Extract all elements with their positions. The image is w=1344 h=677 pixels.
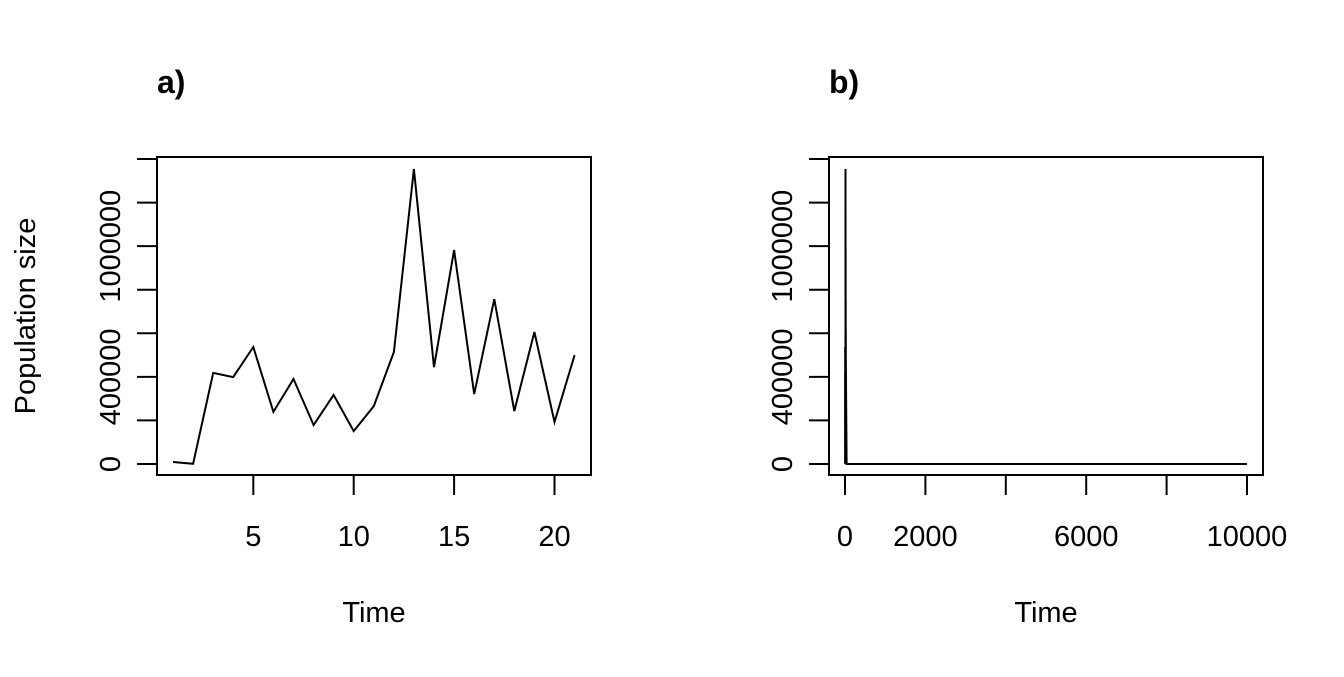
- y-tick-label: 0: [95, 456, 127, 472]
- x-tick-label: 0: [837, 521, 853, 553]
- y-tick-label: 400000: [767, 328, 799, 425]
- panel-b-y-axis: 0 400000 1000000: [767, 158, 829, 472]
- panel-a-x-axis: 5 10 15 20: [245, 475, 571, 553]
- x-tick-label: 15: [438, 521, 470, 553]
- x-tick-label: 2000: [893, 521, 958, 553]
- panel-b-x-axis: 0 2000 6000 10000: [837, 475, 1287, 553]
- panel-a-y-axis: 0 400000 1000000: [95, 158, 157, 472]
- panel-b-plot-box: [828, 156, 1264, 476]
- x-tick-label: 10000: [1207, 521, 1288, 553]
- x-tick-label: 6000: [1054, 521, 1119, 553]
- panel-a-plot-box: [156, 156, 592, 476]
- panel-b-title: b): [829, 64, 859, 100]
- panel-a-y-axis-title: Population size: [10, 218, 42, 415]
- panel-b-data-line: [844, 168, 1247, 465]
- panel-a: a) 5 10 15 20 0 400000 1000000 Time Populatio…: [10, 64, 592, 629]
- panel-a-x-axis-title: Time: [342, 597, 405, 629]
- panel-b: b) 0 2000 6000 10000 0 400000 1000000 Time: [767, 64, 1287, 629]
- panel-b-x-axis-title: Time: [1014, 597, 1077, 629]
- x-tick-label: 5: [245, 521, 261, 553]
- y-tick-label: 0: [767, 456, 799, 472]
- x-tick-label: 20: [538, 521, 570, 553]
- panel-a-data-line: [172, 168, 576, 465]
- panel-a-title: a): [157, 64, 185, 100]
- y-tick-label: 1000000: [767, 190, 799, 303]
- y-tick-label: 400000: [95, 328, 127, 425]
- x-tick-label: 10: [338, 521, 370, 553]
- y-tick-label: 1000000: [95, 190, 127, 303]
